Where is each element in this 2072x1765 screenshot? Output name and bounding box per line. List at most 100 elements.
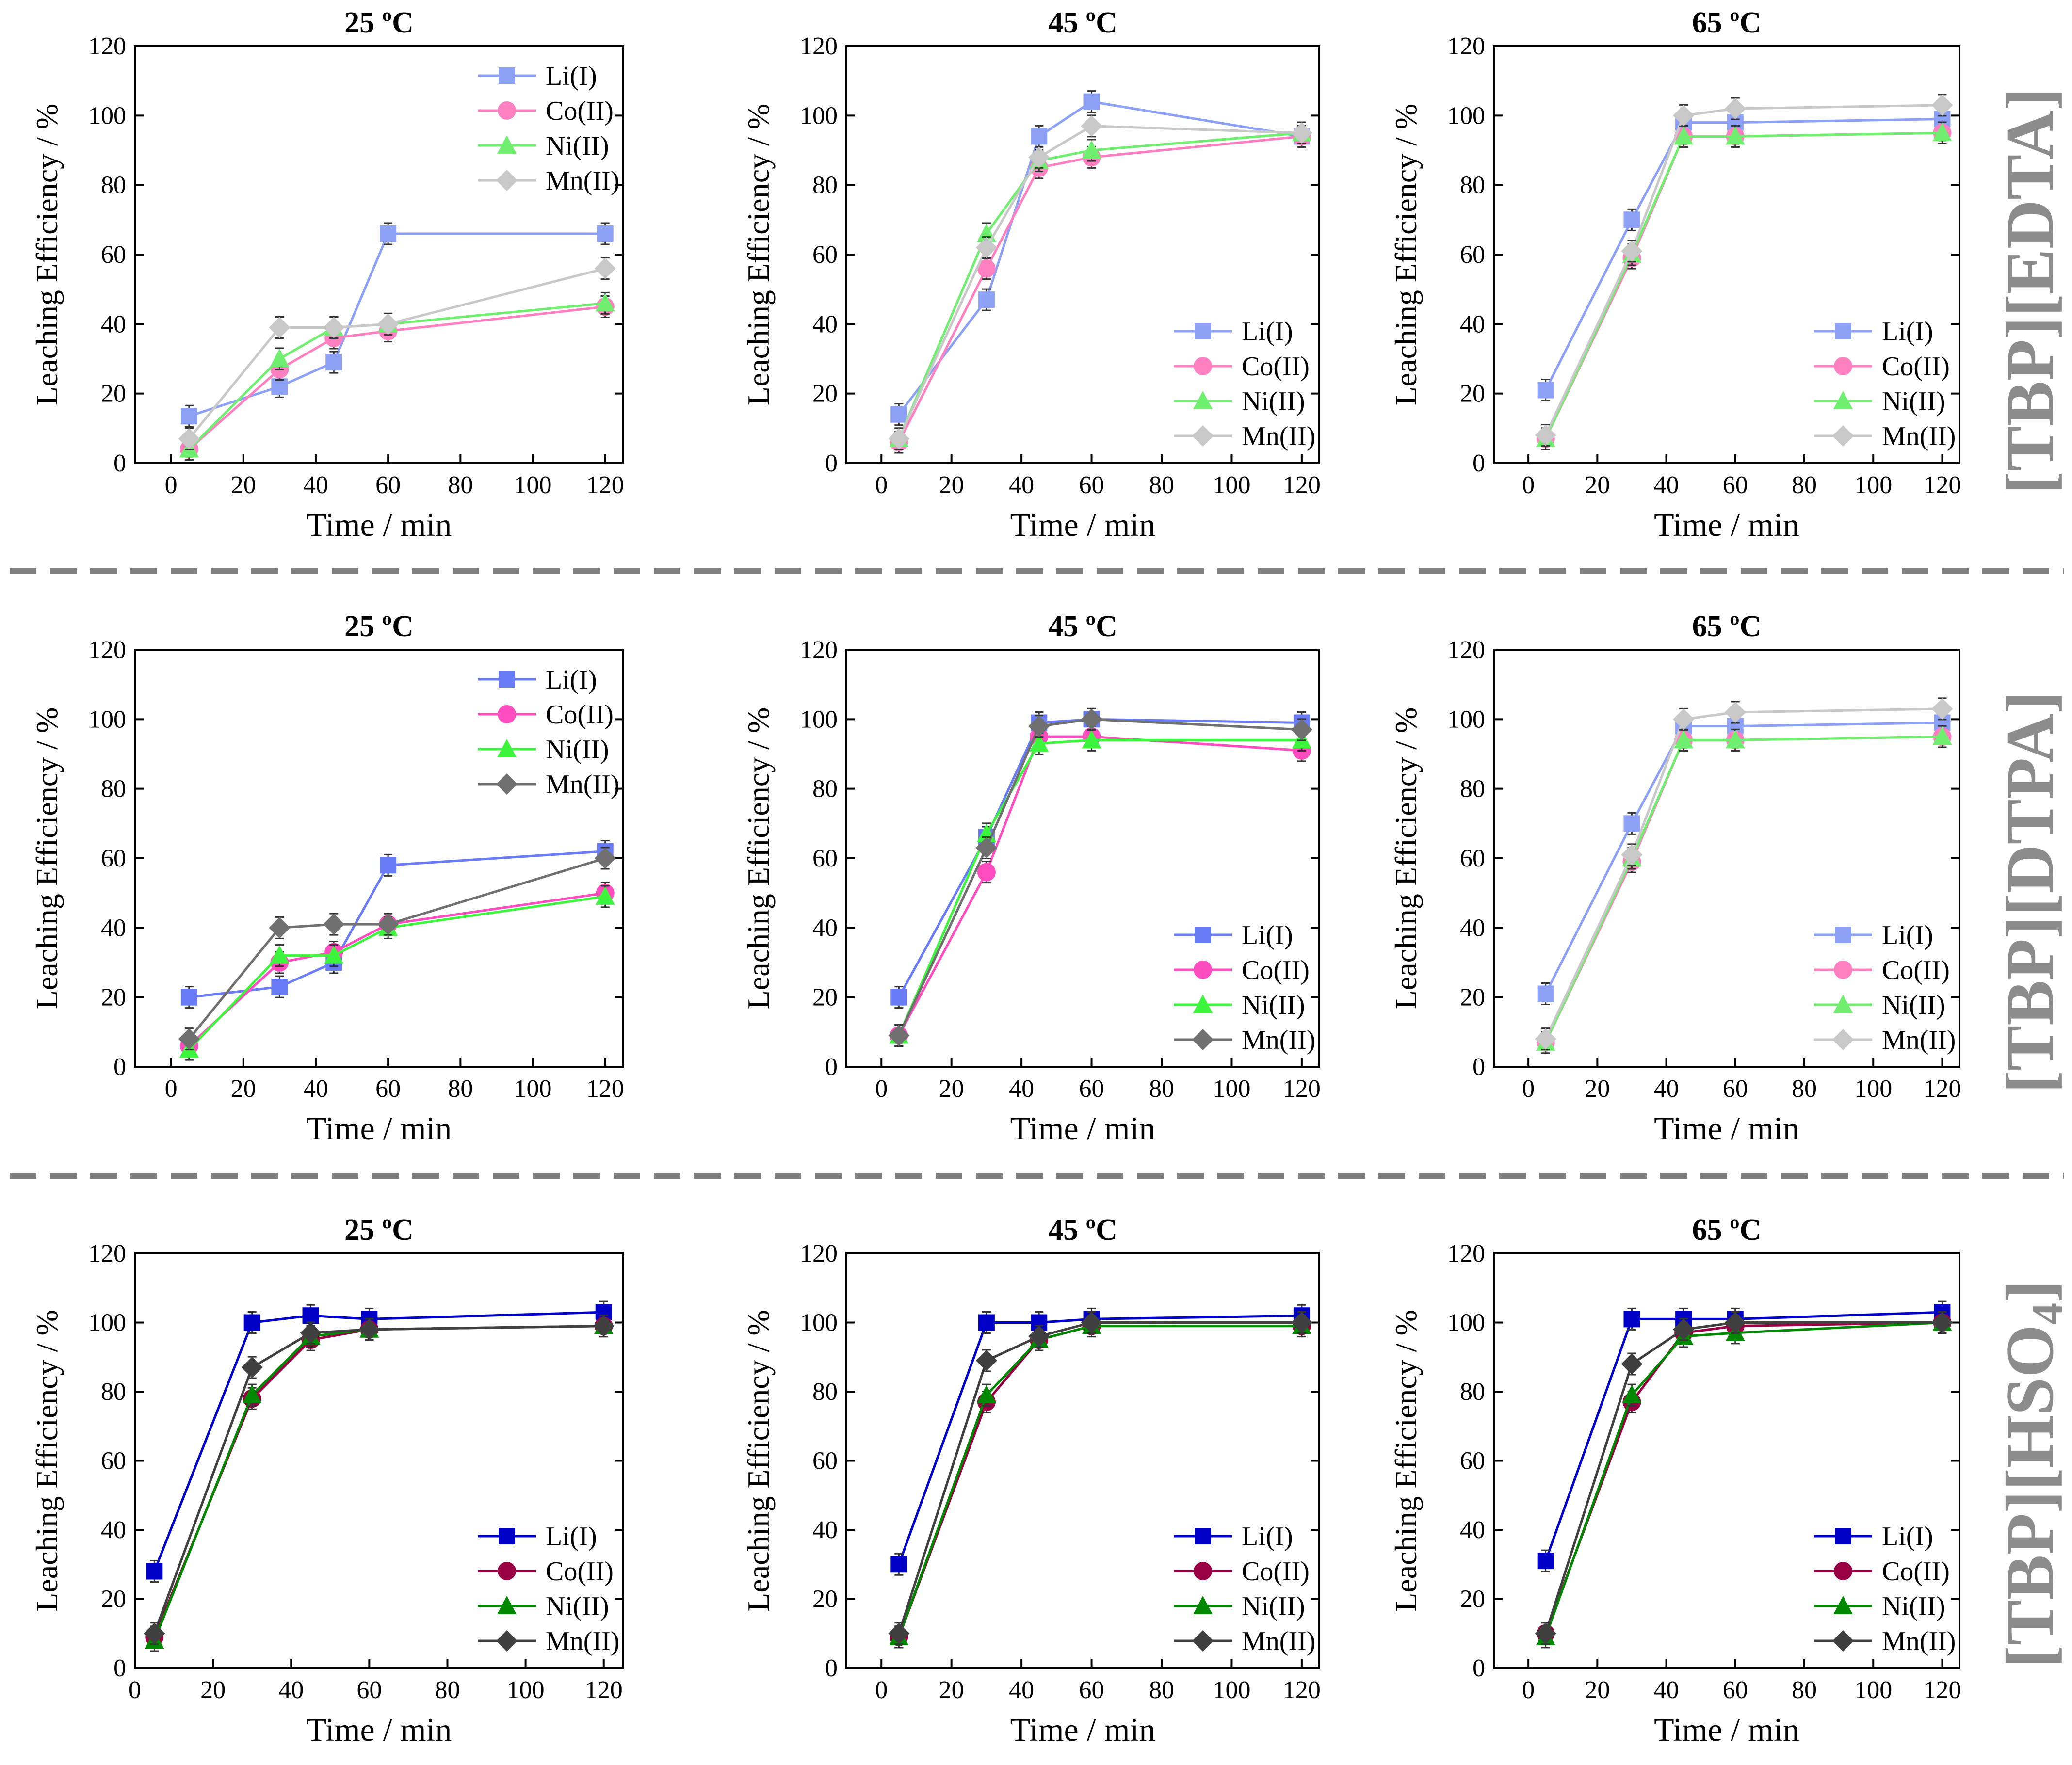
series-line	[188, 892, 606, 1047]
legend-marker	[498, 705, 516, 723]
data-point	[1932, 726, 1952, 745]
data-point	[1028, 1326, 1050, 1347]
legend-label: Li(I)	[546, 61, 597, 91]
y-tick-label: 100	[1447, 706, 1485, 733]
data-point	[1291, 1312, 1312, 1333]
row-label-subscript: 4	[2023, 1303, 2072, 1325]
y-tick-label: 0	[1473, 449, 1485, 477]
y-tick-label: 60	[1460, 241, 1485, 269]
data-point	[1673, 105, 1695, 127]
x-tick-label: 40	[303, 1075, 328, 1103]
data-point	[1081, 115, 1102, 137]
row-label-hso4: [TBP][HSO4]	[1992, 1280, 2072, 1668]
x-tick-label: 20	[1585, 1075, 1610, 1103]
y-tick-label: 0	[825, 1654, 838, 1682]
x-tick-label: 0	[875, 1676, 888, 1704]
x-tick-label: 60	[356, 1676, 382, 1704]
legend-marker	[498, 1562, 516, 1580]
x-tick-label: 20	[939, 1075, 964, 1103]
data-point	[1535, 1622, 1556, 1644]
data-point	[975, 1349, 997, 1371]
y-tick-label: 80	[812, 172, 838, 199]
legend-label: Co(II)	[546, 1556, 614, 1587]
y-tick-label: 100	[88, 1309, 126, 1337]
data-point	[1725, 730, 1745, 749]
chart-title: 65 ºC	[1692, 610, 1762, 643]
y-tick-label: 20	[1460, 380, 1485, 408]
x-tick-label: 100	[1854, 471, 1892, 499]
series-line	[1544, 1321, 1942, 1637]
x-axis-label: Time / min	[1010, 506, 1156, 543]
row-label-text: [TBP][EDTA]	[1992, 88, 2068, 494]
y-tick-label: 0	[113, 1654, 126, 1682]
y-tick-label: 0	[825, 1053, 838, 1081]
y-tick-label: 60	[1460, 1447, 1485, 1475]
legend-label: Ni(II)	[546, 1591, 609, 1621]
x-tick-label: 0	[875, 471, 888, 499]
x-tick-label: 40	[1654, 471, 1679, 499]
chart-panel: 0 20 40 60 80 100 120 0 20 40 60 80 100 120 Time / min…	[741, 610, 1321, 1147]
data-point	[377, 914, 399, 935]
y-tick-label: 100	[88, 102, 126, 129]
legend-marker	[498, 101, 516, 120]
data-point	[888, 428, 910, 449]
legend-label: Ni(II)	[1242, 990, 1305, 1020]
data-point	[595, 293, 615, 312]
legend-marker	[1193, 1596, 1213, 1614]
data-point	[1029, 733, 1049, 752]
data-point	[1535, 1028, 1556, 1050]
y-tick-label: 120	[1447, 636, 1485, 664]
x-tick-label: 60	[1079, 1676, 1104, 1704]
chart-title: 45 ºC	[1048, 610, 1117, 643]
series-line	[153, 1325, 604, 1637]
legend-label: Li(I)	[1242, 317, 1293, 347]
legend-marker	[1833, 391, 1853, 409]
x-tick-label: 60	[1723, 471, 1748, 499]
x-tick-label: 40	[303, 471, 328, 499]
y-tick-label: 120	[800, 32, 838, 60]
y-tick-label: 0	[113, 1053, 126, 1081]
y-tick-label: 60	[101, 845, 126, 872]
data-point	[302, 1307, 319, 1324]
data-point	[975, 237, 997, 258]
legend-label: Ni(II)	[1242, 386, 1305, 417]
chart-title: 45 ºC	[1048, 1214, 1117, 1247]
data-point	[597, 225, 614, 242]
y-tick-label: 20	[101, 1586, 126, 1613]
data-point	[977, 863, 996, 882]
x-tick-label: 100	[1213, 1075, 1250, 1103]
x-tick-label: 80	[448, 471, 473, 499]
y-tick-label: 0	[1473, 1053, 1485, 1081]
legend-marker	[497, 135, 517, 154]
legend-label: Mn(II)	[1882, 1626, 1956, 1656]
data-point	[593, 1315, 615, 1337]
x-tick-label: 40	[1009, 471, 1034, 499]
data-point	[270, 945, 290, 964]
x-axis-label: Time / min	[307, 1711, 452, 1748]
row-label-dtpa: [TBP][DTPA]	[1992, 691, 2068, 1093]
series-line	[153, 1325, 604, 1634]
chart-panel: 0 20 40 60 80 100 120 0 20 40 60 80 100 120 Time / min…	[30, 610, 624, 1147]
y-tick-label: 40	[812, 914, 838, 942]
x-tick-label: 100	[1213, 471, 1250, 499]
y-tick-label: 40	[812, 310, 838, 338]
y-tick-label: 20	[812, 380, 838, 408]
x-axis-label: Time / min	[1654, 1711, 1799, 1748]
data-point	[323, 317, 345, 338]
chart-panel: 0 20 40 60 80 100 120 0 20 40 60 80 100 120 Time / min…	[1389, 1214, 1961, 1748]
data-point	[1621, 1353, 1643, 1375]
x-tick-label: 120	[585, 1676, 623, 1704]
row-label-main: [TBP][HSO	[1992, 1325, 2068, 1668]
y-axis-label: Leaching Efficiency / %	[741, 1310, 776, 1612]
data-point	[377, 313, 399, 335]
x-tick-label: 80	[1792, 1075, 1817, 1103]
x-tick-label: 80	[1149, 1075, 1174, 1103]
y-axis-label: Leaching Efficiency / %	[1389, 1310, 1423, 1612]
x-tick-label: 60	[1079, 1075, 1104, 1103]
data-point	[1028, 146, 1050, 168]
x-tick-label: 40	[1654, 1075, 1679, 1103]
data-point	[300, 1322, 322, 1344]
legend-label: Li(I)	[546, 665, 597, 695]
legend-label: Co(II)	[1882, 955, 1950, 985]
series-line	[1544, 722, 1942, 995]
